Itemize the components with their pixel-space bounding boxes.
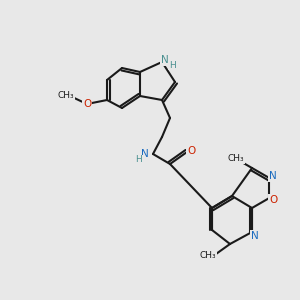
Text: CH₃: CH₃: [200, 251, 216, 260]
Text: O: O: [269, 195, 278, 205]
Text: N: N: [251, 231, 259, 241]
Text: CH₃: CH₃: [228, 154, 244, 163]
Text: CH₃: CH₃: [58, 92, 74, 100]
Text: H: H: [136, 155, 142, 164]
Text: N: N: [161, 55, 169, 65]
Text: N: N: [269, 171, 277, 181]
Text: O: O: [83, 99, 91, 109]
Text: H: H: [169, 61, 176, 70]
Text: N: N: [141, 149, 149, 159]
Text: O: O: [187, 146, 195, 156]
